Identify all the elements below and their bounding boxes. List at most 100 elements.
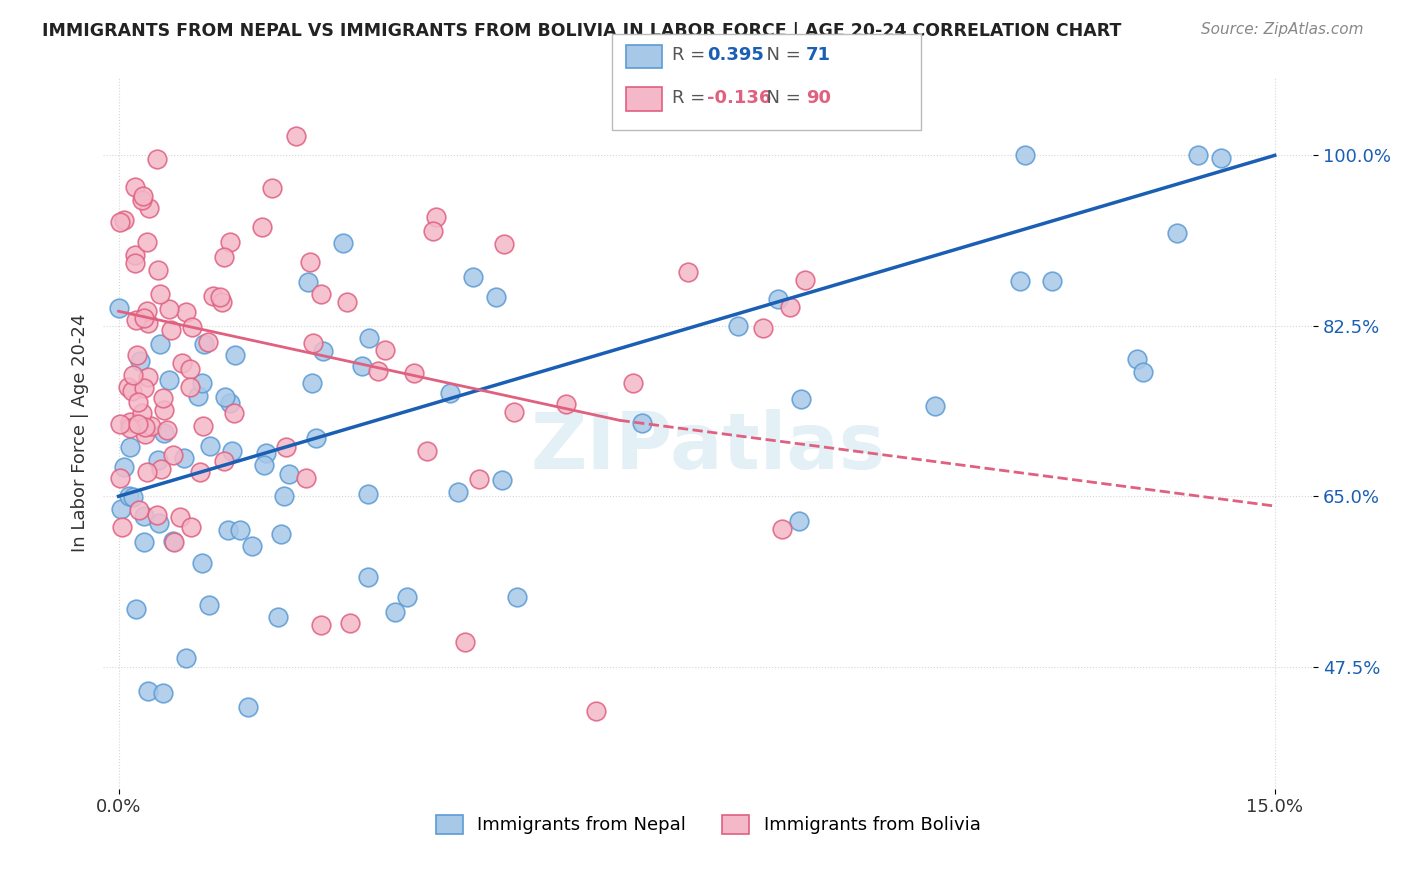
Point	[135, 466, 157, 480]
Point	[108, 215, 131, 229]
Text: Source: ZipAtlas.com: Source: ZipAtlas.com	[1201, 22, 1364, 37]
Point	[214, 390, 236, 404]
Point	[332, 236, 354, 251]
Point	[124, 179, 146, 194]
Point	[305, 431, 328, 445]
Point	[678, 265, 700, 279]
Point	[121, 384, 143, 399]
Point	[274, 440, 297, 454]
Point	[1010, 274, 1032, 288]
Point	[152, 686, 174, 700]
Point	[217, 524, 239, 538]
Point	[1209, 151, 1232, 165]
Point	[295, 471, 318, 485]
Point	[924, 399, 946, 413]
Point	[224, 348, 246, 362]
Point	[505, 590, 527, 604]
Point	[404, 366, 426, 380]
Point	[127, 395, 149, 409]
Point	[1187, 148, 1209, 162]
Point	[149, 286, 172, 301]
Point	[212, 250, 235, 264]
Point	[118, 489, 141, 503]
Point	[789, 392, 811, 406]
Point	[285, 128, 308, 143]
Point	[134, 420, 156, 434]
Point	[585, 704, 607, 718]
Point	[229, 524, 252, 538]
Point	[252, 458, 274, 472]
Point	[124, 256, 146, 270]
Point	[174, 650, 197, 665]
Text: N =: N =	[755, 46, 807, 64]
Legend: Immigrants from Nepal, Immigrants from Bolivia: Immigrants from Nepal, Immigrants from B…	[426, 806, 990, 844]
Point	[301, 376, 323, 391]
Point	[152, 403, 174, 417]
Point	[108, 417, 131, 432]
Text: 0.395: 0.395	[707, 46, 763, 64]
Point	[134, 427, 156, 442]
Point	[148, 516, 170, 530]
Point	[187, 389, 209, 403]
Point	[218, 395, 240, 409]
Point	[416, 443, 439, 458]
Point	[152, 391, 174, 405]
Point	[108, 301, 131, 315]
Point	[110, 471, 132, 485]
Point	[335, 294, 357, 309]
Y-axis label: In Labor Force | Age 20-24: In Labor Force | Age 20-24	[72, 314, 89, 552]
Point	[139, 419, 162, 434]
Point	[425, 210, 447, 224]
Point	[256, 446, 278, 460]
Point	[250, 219, 273, 234]
Point	[131, 189, 153, 203]
Point	[153, 425, 176, 440]
Text: R =: R =	[672, 46, 711, 64]
Point	[200, 439, 222, 453]
Point	[1014, 148, 1036, 162]
Point	[297, 275, 319, 289]
Point	[211, 295, 233, 310]
Point	[149, 462, 172, 476]
Point	[1125, 352, 1147, 367]
Point	[191, 376, 214, 390]
Point	[146, 152, 169, 166]
Point	[422, 224, 444, 238]
Point	[240, 539, 263, 553]
Point	[117, 380, 139, 394]
Point	[198, 599, 221, 613]
Point	[173, 451, 195, 466]
Point	[112, 213, 135, 227]
Point	[118, 415, 141, 429]
Point	[174, 305, 197, 319]
Point	[461, 269, 484, 284]
Point	[132, 310, 155, 325]
Point	[128, 503, 150, 517]
Point	[623, 376, 645, 391]
Point	[160, 323, 183, 337]
Text: 90: 90	[806, 89, 831, 107]
Point	[367, 364, 389, 378]
Point	[439, 385, 461, 400]
Point	[131, 406, 153, 420]
Point	[447, 485, 470, 500]
Point	[157, 373, 180, 387]
Point	[270, 527, 292, 541]
Point	[131, 193, 153, 207]
Point	[181, 319, 204, 334]
Point	[124, 248, 146, 262]
Point	[162, 533, 184, 548]
Point	[132, 509, 155, 524]
Point	[1166, 226, 1188, 240]
Point	[779, 300, 801, 314]
Point	[125, 313, 148, 327]
Point	[169, 510, 191, 524]
Text: R =: R =	[672, 89, 711, 107]
Point	[218, 235, 240, 249]
Point	[1040, 274, 1063, 288]
Point	[357, 487, 380, 501]
Point	[356, 569, 378, 583]
Point	[134, 534, 156, 549]
Point	[121, 490, 143, 504]
Point	[180, 520, 202, 534]
